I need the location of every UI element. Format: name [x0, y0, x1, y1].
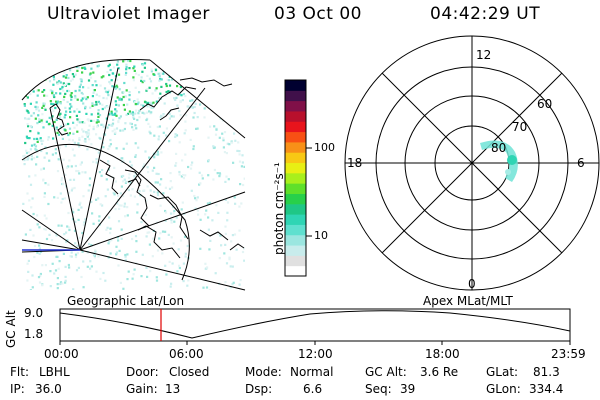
altitude-plot	[59, 308, 571, 345]
altitude-tick-1-8: 1.8	[24, 327, 44, 341]
instrument-title: Ultraviolet Imager	[47, 4, 210, 24]
colorbar-segment	[285, 152, 306, 164]
color-bar	[284, 79, 312, 277]
polar-clock-0: 0	[468, 277, 476, 291]
altitude-tick-9: 9.0	[24, 306, 44, 320]
time-label: 04:42:29 UT	[430, 4, 541, 24]
colorbar-segment	[285, 110, 306, 122]
colorbar-segment	[285, 234, 306, 246]
colorbar-segment	[285, 172, 306, 184]
footer-ip-key: IP:	[10, 382, 25, 396]
polar-aurora-oval	[480, 140, 518, 182]
colorbar-segment	[285, 80, 306, 91]
colorbar-segment	[285, 193, 306, 205]
footer-glon-value: 334.4	[529, 382, 564, 396]
footer-seq-key: Seq:	[365, 382, 392, 396]
footer-gain-value: 13	[165, 382, 181, 396]
colorbar-segment	[285, 162, 306, 174]
colorbar-tick-100: 100	[314, 141, 335, 154]
footer-gcalt-key: GC Alt:	[365, 365, 407, 379]
footer-glon-key: GLon:	[486, 382, 521, 396]
globe-limb	[149, 59, 246, 139]
altitude-left-title: Geographic Lat/Lon	[67, 294, 185, 308]
altitude-right-title: Apex MLat/MLT	[423, 294, 513, 308]
footer-seq-value: 39	[400, 382, 416, 396]
colorbar-segment	[285, 131, 306, 143]
altitude-curve	[59, 310, 571, 339]
colorbar-segment	[285, 224, 306, 236]
altitude-x-tick-1200: 12:00	[298, 347, 333, 361]
footer-mode-key: Mode:	[245, 365, 282, 379]
altitude-axis-label: GC Alt	[4, 310, 18, 348]
polar-clock-18: 18	[347, 156, 363, 170]
footer-ip-value: 36.0	[35, 382, 62, 396]
altitude-x-tick-2359: 23:59	[551, 347, 586, 361]
polar-lat-60: 60	[537, 97, 553, 111]
footer-gcalt-value: 3.6 Re	[420, 365, 459, 379]
colorbar-segment	[285, 255, 306, 267]
colorbar-segment	[285, 245, 306, 256]
colorbar-unit-label: photon cm⁻²s⁻¹	[272, 162, 286, 255]
polar-clock-12: 12	[476, 48, 492, 62]
polar-plot	[344, 35, 600, 291]
footer-mode-value: Normal	[290, 365, 334, 379]
colorbar-segment	[285, 265, 306, 277]
footer-dsp-key: Dsp:	[245, 382, 273, 396]
footer-glat-value: 81.3	[533, 365, 560, 379]
footer-flt-value: LBHL	[39, 365, 70, 379]
altitude-x-tick-1800: 18:00	[425, 347, 460, 361]
colorbar-segment	[285, 214, 306, 225]
aurora-emission-map	[22, 59, 245, 290]
colorbar-segment	[285, 100, 306, 112]
colorbar-tick-10: 10	[314, 229, 328, 242]
colorbar-segment	[285, 121, 306, 133]
footer-door-key: Door:	[126, 365, 159, 379]
colorbar-segment	[285, 203, 306, 215]
colorbar-segment	[285, 90, 306, 102]
footer-gain-key: Gain:	[126, 382, 158, 396]
footer-flt-key: Flt:	[10, 365, 29, 379]
coastlines	[49, 77, 245, 259]
colorbar-segment	[285, 183, 306, 194]
polar-clock-6: 6	[577, 156, 585, 170]
lat-lon-grid	[21, 67, 246, 291]
date-label: 03 Oct 00	[274, 4, 362, 24]
footer-glat-key: GLat:	[486, 365, 519, 379]
altitude-x-tick-0600: 06:00	[169, 347, 204, 361]
altitude-x-tick-0000: 00:00	[44, 347, 79, 361]
footer-door-value: Closed	[169, 365, 210, 379]
polar-lat-70: 70	[512, 120, 528, 134]
polar-lat-80: 80	[491, 141, 507, 155]
footer-dsp-value: 6.6	[303, 382, 323, 396]
colorbar-segment	[285, 141, 306, 153]
